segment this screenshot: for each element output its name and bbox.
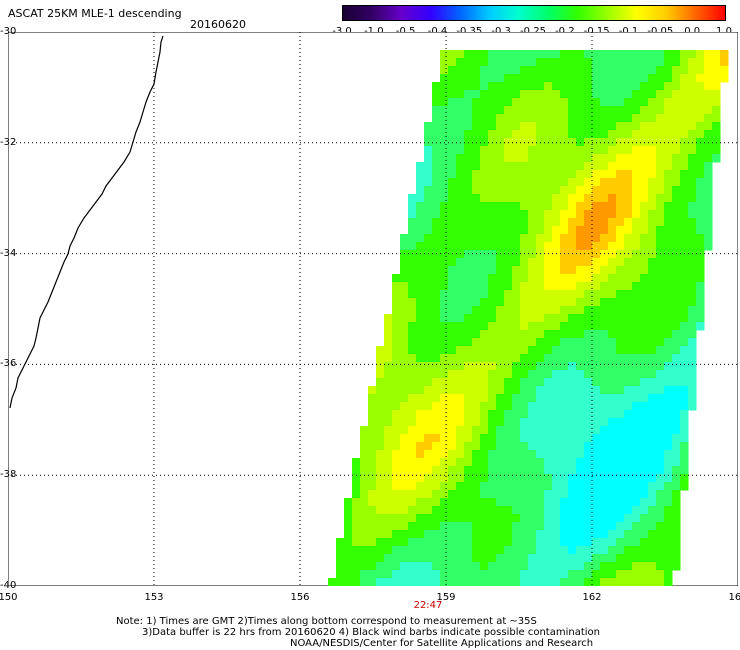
map-title: ASCAT 25KM MLE-1 descending <box>8 7 182 20</box>
lon-label: 153 <box>144 592 164 603</box>
lat-label: -40 <box>0 580 17 591</box>
lon-label: 156 <box>290 592 310 603</box>
color-scale-bar <box>342 5 726 21</box>
lon-label: 162 <box>582 592 602 603</box>
swath-map <box>8 32 738 586</box>
lat-label: -36 <box>0 358 17 370</box>
note-line-2: 3)Data buffer is 22 hrs from 20160620 4)… <box>142 627 600 638</box>
map-date: 20160620 <box>190 18 246 31</box>
lat-label: -32 <box>0 136 17 148</box>
time-label: 22:47 <box>413 600 443 611</box>
grid-lines <box>8 32 738 586</box>
lon-label: 159 <box>436 592 456 603</box>
satellite-swath <box>328 50 729 586</box>
coastline <box>9 35 164 409</box>
lon-label: 150 <box>0 592 18 603</box>
lat-label: -30 <box>0 26 17 37</box>
lon-label: 165 <box>728 592 740 603</box>
lat-label: -34 <box>0 247 17 259</box>
note-line-3: NOAA/NESDIS/Center for Satellite Applica… <box>290 638 594 649</box>
note-line-1: Note: 1) Times are GMT 2)Times along bot… <box>116 616 537 627</box>
lat-label: -38 <box>0 469 17 481</box>
